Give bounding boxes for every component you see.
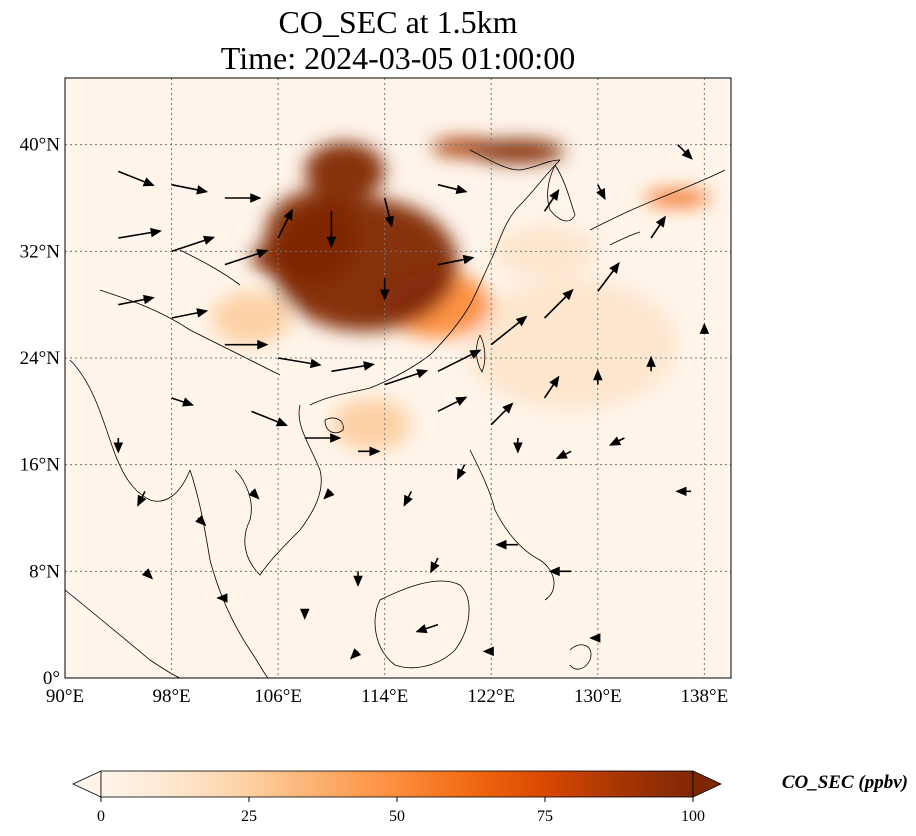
coastline-bohai	[469, 149, 561, 171]
map-frame	[64, 77, 732, 679]
colorbar-extend-max	[692, 770, 722, 798]
lon-tick-label: 114°E	[361, 686, 408, 707]
coastline-myanmar	[69, 359, 191, 502]
colorbar-tick-label: 0	[97, 808, 105, 825]
coastline-philippines	[469, 449, 555, 601]
colorbar-tick-label: 25	[241, 808, 257, 825]
lat-tick-label: 8°N	[29, 561, 60, 582]
wind-arrow	[437, 254, 475, 266]
wind-arrow	[277, 357, 322, 369]
co-plume	[304, 142, 385, 201]
wind-arrow	[384, 369, 429, 386]
co-plume	[211, 291, 292, 345]
wind-arrow	[118, 227, 162, 239]
co-plume	[644, 190, 712, 206]
lat-tick-label: 0°	[43, 668, 60, 689]
wind-arrow	[543, 189, 560, 212]
coastline-sumatra	[65, 589, 181, 678]
coastline-sulawesi	[569, 644, 592, 670]
coastline-borneo	[374, 580, 470, 669]
wind-arrow	[650, 215, 666, 239]
wind-arrow	[415, 623, 439, 634]
co-plume	[464, 278, 678, 412]
lon-tick-label: 138°E	[681, 686, 729, 707]
coastline-china-east	[309, 159, 561, 406]
wind-arrow	[171, 308, 209, 319]
colorbar-gradient	[100, 770, 694, 798]
wind-arrow	[277, 208, 293, 239]
wind-arrow	[323, 488, 335, 500]
lat-tick-label: 40°N	[20, 135, 61, 156]
wind-arrow	[677, 144, 693, 160]
wind-arrow	[543, 375, 560, 399]
lon-tick-label: 98°E	[152, 686, 190, 707]
wind-arrow	[490, 315, 528, 346]
colorbar-tick-label: 75	[537, 808, 553, 825]
coastline-korea	[547, 164, 576, 222]
lat-tick-label: 24°N	[20, 348, 61, 369]
wind-arrow	[437, 349, 482, 373]
wind-arrow	[555, 449, 572, 460]
coastline-japan	[589, 169, 726, 246]
coastline-indochina	[234, 404, 322, 576]
coastline-hainan	[324, 417, 344, 434]
lon-tick-label: 130°E	[574, 686, 622, 707]
chart-title-line-1: CO_SEC at 1.5km	[278, 4, 518, 40]
lat-tick-label: 16°N	[20, 455, 61, 476]
wind-arrow	[597, 262, 620, 292]
wind-arrow	[331, 361, 375, 373]
co-plume	[491, 224, 598, 278]
wind-arrow	[195, 514, 207, 527]
lon-tick-label: 122°E	[467, 686, 515, 707]
lat-axis-ticks: 0° 8°N 16°N 24°N 32°N 40°N	[20, 135, 61, 689]
wind-arrow	[437, 396, 468, 413]
lat-tick-label: 32°N	[20, 241, 61, 262]
wind-arrow	[248, 488, 260, 500]
wind-arrow	[118, 294, 155, 306]
co-plume	[331, 398, 412, 452]
wind-arrow	[117, 170, 155, 187]
wind-arrow	[543, 288, 574, 319]
wind-arrow	[171, 235, 216, 253]
wind-arrow	[609, 436, 625, 446]
wind-arrow	[349, 648, 362, 660]
colorbar-label: CO_SEC (ppbv)	[782, 772, 908, 793]
colorbar-tick-label: 100	[681, 808, 705, 825]
coastlines	[65, 149, 726, 678]
colorbar-extend-min	[72, 770, 102, 798]
wind-arrow	[171, 397, 195, 407]
wind-arrow	[251, 410, 288, 427]
lon-tick-label: 106°E	[254, 686, 302, 707]
wind-vectors	[113, 144, 710, 660]
wind-arrow	[437, 183, 468, 194]
wind-arrow	[137, 490, 147, 507]
chart-title-line-2: Time: 2024-03-05 01:00:00	[220, 40, 576, 76]
colorbar: 0 25 50 75 100 CO_SEC (ppbv)	[72, 770, 908, 825]
lon-tick-label: 90°E	[46, 686, 84, 707]
wind-arrow	[403, 490, 413, 507]
colorbar-tick-label: 50	[389, 808, 405, 825]
wind-arrow	[490, 402, 514, 426]
wind-arrow	[596, 184, 606, 201]
wind-arrow	[430, 557, 440, 574]
border-inland	[99, 249, 281, 376]
co-plume	[471, 139, 565, 164]
wind-arrow	[383, 197, 395, 228]
wind-arrow	[224, 249, 269, 266]
wind-arrow	[141, 568, 154, 580]
coastline-taiwan	[476, 334, 486, 373]
wind-arrow	[456, 464, 467, 481]
lon-axis-ticks: 90°E 98°E 106°E 114°E 122°E 130°E 138°E	[46, 686, 728, 707]
wind-arrow	[171, 183, 209, 195]
